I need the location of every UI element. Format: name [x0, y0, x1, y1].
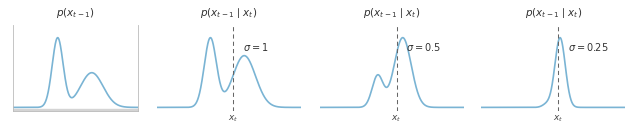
Bar	[13, 109, 138, 111]
Text: $x_t$: $x_t$	[553, 114, 563, 124]
Text: $\sigma = 1$: $\sigma = 1$	[243, 41, 269, 53]
Text: $p(x_{t-1})$: $p(x_{t-1})$	[56, 6, 95, 20]
Text: $p(x_{t-1} \mid x_t)$: $p(x_{t-1} \mid x_t)$	[525, 6, 582, 20]
Text: $\sigma = 0.25$: $\sigma = 0.25$	[568, 41, 608, 53]
Text: $p(x_{t-1} \mid x_t)$: $p(x_{t-1} \mid x_t)$	[200, 6, 257, 20]
Text: $x_t$: $x_t$	[392, 114, 402, 124]
Text: $x_t$: $x_t$	[228, 114, 239, 124]
Text: $\sigma = 0.5$: $\sigma = 0.5$	[406, 41, 441, 53]
Text: $p(x_{t-1} \mid x_t)$: $p(x_{t-1} \mid x_t)$	[364, 6, 420, 20]
